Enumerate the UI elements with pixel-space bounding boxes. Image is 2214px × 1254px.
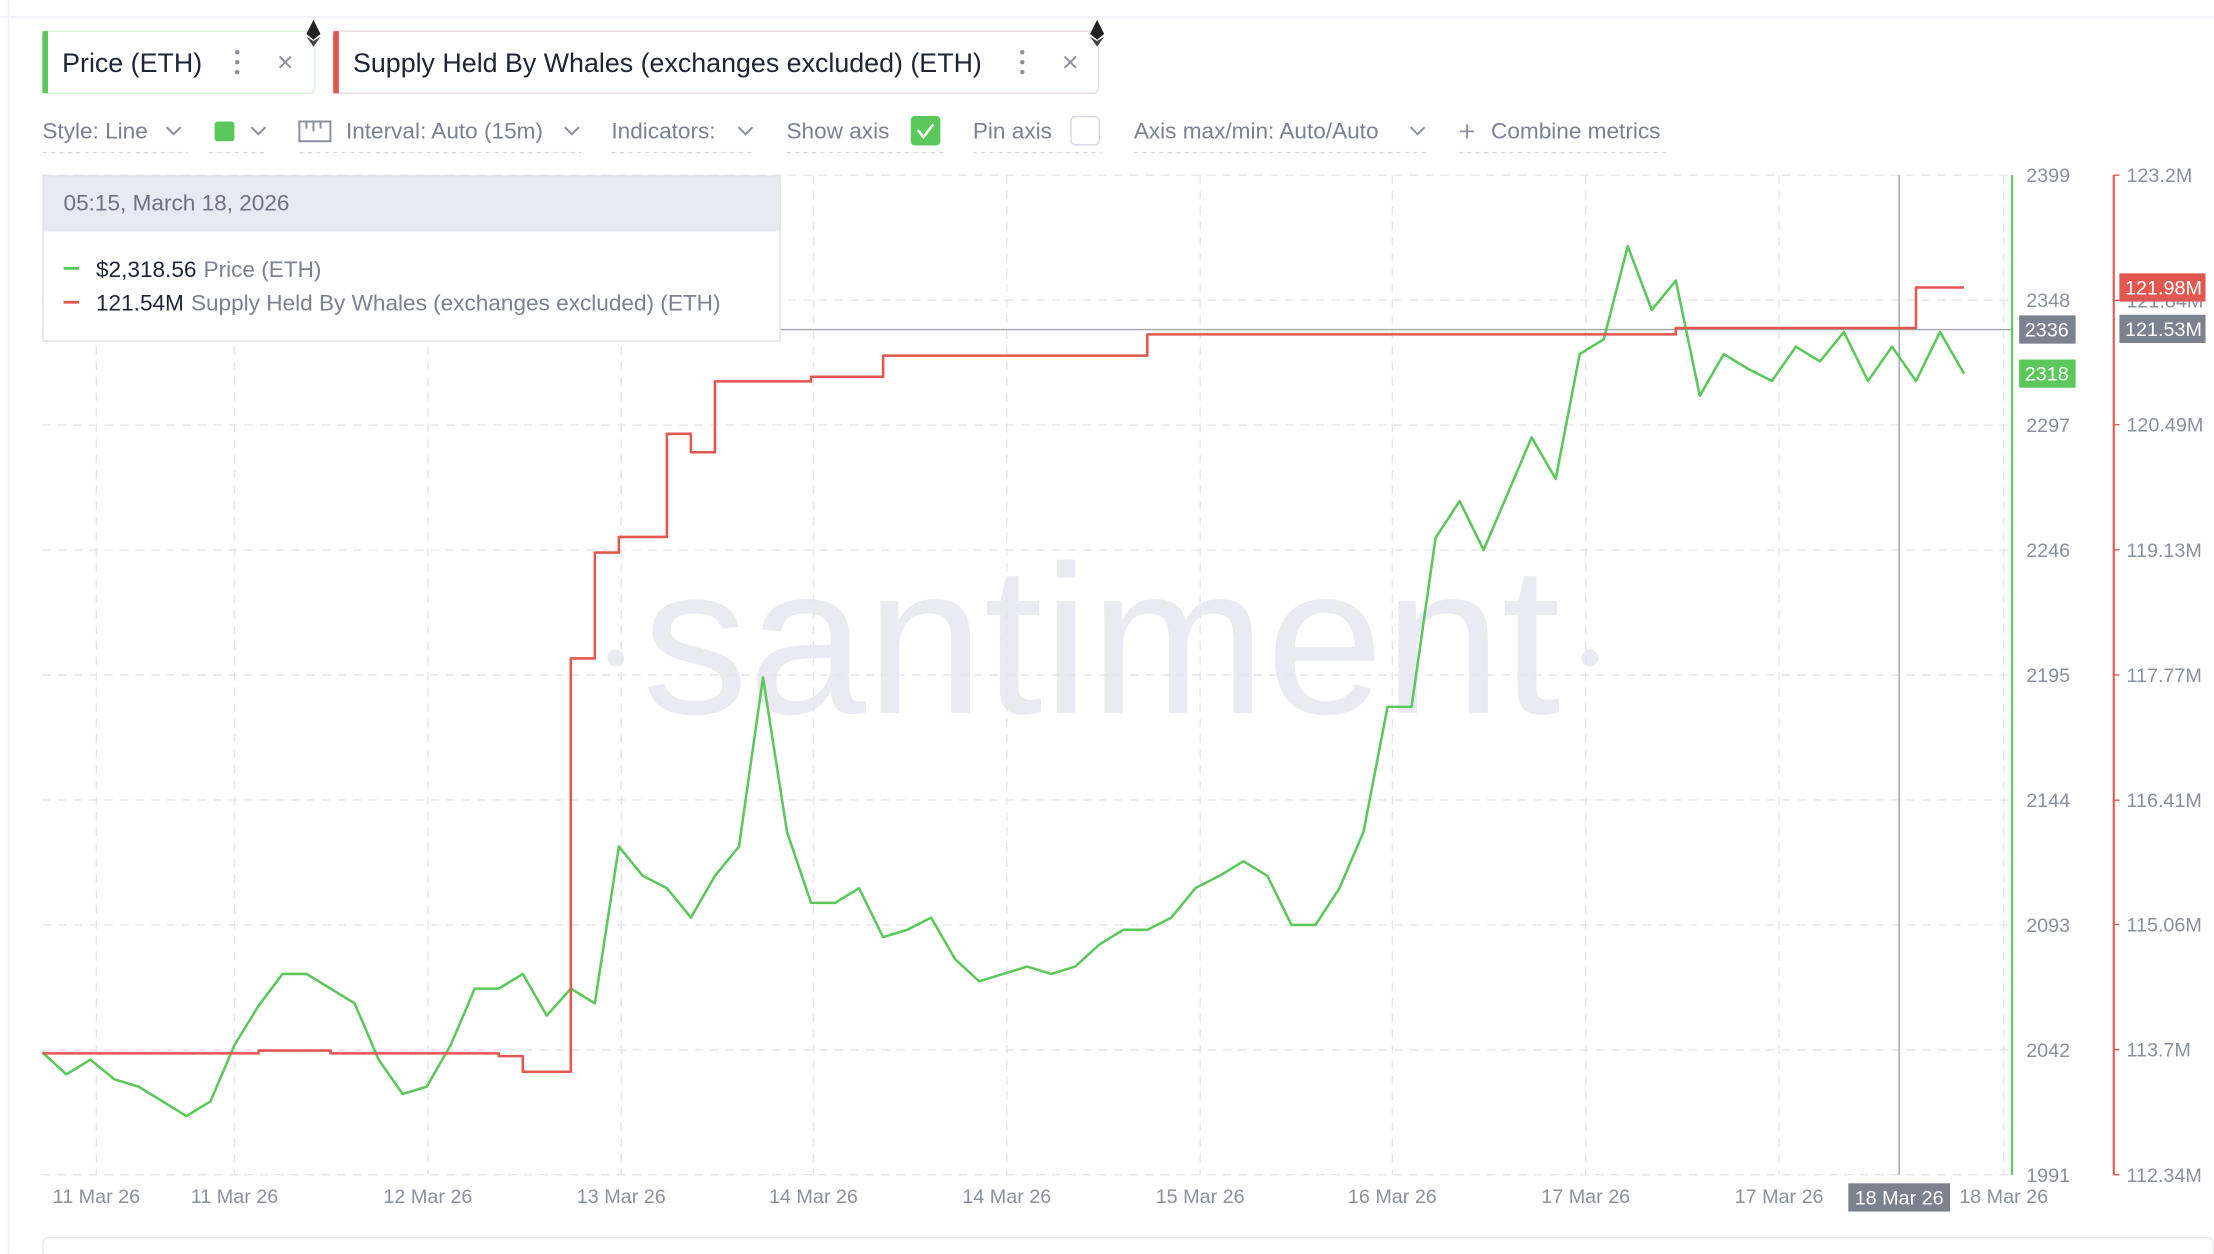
crosshair-x-box <box>1848 1183 1951 1212</box>
tooltip-value: $2,318.56 <box>96 257 196 282</box>
overlay: 11 Mar 26 11 Mar 26 12 Mar 26 13 Mar 26 14 M… <box>53 165 2206 1212</box>
tooltip-header <box>43 176 780 232</box>
x-tick-label: 17 Mar 26 <box>1541 1186 1630 1208</box>
crosshair-y-label: 2336 <box>2025 320 2069 342</box>
watermark: santiment <box>607 521 1599 758</box>
pin-axis-label[interactable]: Pin axis <box>973 118 1052 143</box>
watermark-text: santiment <box>642 521 1560 758</box>
y-tick-label: 2399 <box>2026 165 2070 187</box>
tooltip-row: $2,318.56 Price (ETH) <box>96 257 321 282</box>
crosshair-y2-box <box>2119 314 2206 344</box>
tooltip-title: 05:15, March 18, 2026 <box>64 190 290 215</box>
plus-icon[interactable] <box>1459 124 1475 139</box>
color-picker[interactable] <box>214 121 235 142</box>
tab-label: Supply Held By Whales (exchanges exclude… <box>353 48 982 78</box>
x-tick-label: 18 Mar 26 <box>1959 1186 2048 1208</box>
interval-select[interactable]: Interval: Auto (15m) <box>346 118 543 143</box>
x-tick-label: 12 Mar 26 <box>383 1186 472 1208</box>
x-tick-label: 14 Mar 26 <box>769 1186 858 1208</box>
menu-icon[interactable] <box>234 50 240 75</box>
y-tick-label: 2348 <box>2026 290 2070 312</box>
eth-icon <box>1090 19 1105 40</box>
navigator[interactable] <box>42 1236 2214 1254</box>
controls: Style: Line Interval: Auto (15m) Indicat… <box>42 115 1671 154</box>
axis-range-select[interactable]: Axis max/min: Auto/Auto <box>1134 118 1379 143</box>
series-line <box>41 244 1966 1118</box>
show-axis-label[interactable]: Show axis <box>786 118 889 143</box>
metric-tab[interactable]: Price (ETH) <box>41 19 321 94</box>
crosshair-y-box <box>2019 315 2076 344</box>
eth-icon <box>306 19 321 40</box>
indicators-select[interactable]: Indicators: <box>611 118 715 143</box>
last-y-label: 2318 <box>2025 364 2069 386</box>
chevron[interactable] <box>1409 126 1426 136</box>
last-y-box <box>2019 359 2076 388</box>
tab-color <box>42 31 49 94</box>
y-tick-label: 2246 <box>2026 540 2070 562</box>
tab-label: Price (ETH) <box>62 48 202 78</box>
watermark-dot <box>1581 649 1599 667</box>
y-tick-label: 2297 <box>2026 415 2070 437</box>
tooltip-value: 121.54M <box>96 291 184 316</box>
style-select[interactable]: Style: Line <box>42 118 147 143</box>
tooltip: 05:15, March 18, 2026 $2,318.56 Price (ET… <box>42 175 781 342</box>
interval-icon <box>298 120 332 143</box>
y2-tick-label: 123.2M <box>2126 165 2192 187</box>
y-tick-label: 2144 <box>2026 790 2070 812</box>
x-tick-label: 11 Mar 26 <box>53 1186 140 1208</box>
x-tick-label: 15 Mar 26 <box>1156 1186 1245 1208</box>
metric-tab[interactable]: Supply Held By Whales (exchanges exclude… <box>332 19 1105 94</box>
menu-icon[interactable] <box>1020 50 1025 75</box>
tooltip-series: Supply Held By Whales (exchanges exclude… <box>191 291 721 316</box>
series-line <box>42 286 1965 1074</box>
chevron[interactable] <box>250 126 267 136</box>
tooltip-row: 121.54M Supply Held By Whales (exchanges … <box>96 291 720 316</box>
close-icon[interactable] <box>278 55 292 69</box>
tab-color <box>333 31 339 94</box>
check-icon <box>916 123 935 140</box>
show-axis-checkbox[interactable] <box>910 115 941 146</box>
x-tick-label: 11 Mar 26 <box>191 1186 278 1208</box>
y-tick-label: 1991 <box>2026 1165 2070 1187</box>
last-y2-label: 121.98M <box>2125 278 2202 300</box>
chevron[interactable] <box>737 126 754 136</box>
tooltip-series: Price (ETH) <box>204 257 322 282</box>
y2-tick-label: 117.77M <box>2126 665 2201 687</box>
y2-tick-label: 119.13M <box>2126 540 2201 562</box>
y2-tick-label: 120.49M <box>2126 415 2203 437</box>
y2-tick-label: 113.7M <box>2126 1040 2190 1062</box>
chevron[interactable] <box>564 126 580 136</box>
eth-icon <box>1090 36 1105 47</box>
y-tick-label: 2195 <box>2026 665 2070 687</box>
crosshair-y2-label: 121.53M <box>2125 319 2202 341</box>
x-tick-label: 17 Mar 26 <box>1735 1186 1824 1208</box>
combine-button[interactable]: Combine metrics <box>1491 118 1660 143</box>
eth-icon <box>306 36 321 47</box>
chevron[interactable] <box>165 126 182 136</box>
crosshair-x-label: 18 Mar 26 <box>1855 1188 1944 1210</box>
y-tick-label: 2093 <box>2026 915 2070 937</box>
series-layer <box>41 175 2013 1175</box>
x-tick-label: 13 Mar 26 <box>577 1186 666 1208</box>
pin-axis-checkbox[interactable] <box>1070 115 1100 146</box>
y2-tick-label: 116.41M <box>2126 790 2201 812</box>
close-icon[interactable] <box>1063 55 1077 69</box>
y2-tick-label: 115.06M <box>2126 915 2201 937</box>
x-tick-label: 16 Mar 26 <box>1348 1186 1437 1208</box>
watermark-dot <box>607 649 625 667</box>
y-tick-label: 2042 <box>2026 1040 2070 1062</box>
last-y2-box <box>2119 273 2206 302</box>
x-tick-label: 14 Mar 26 <box>962 1186 1051 1208</box>
y2-tick-label: 112.34M <box>2126 1165 2201 1187</box>
